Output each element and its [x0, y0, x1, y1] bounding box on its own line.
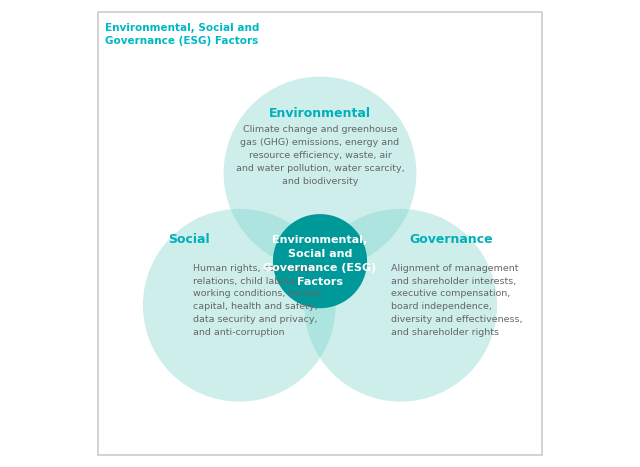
Circle shape — [273, 214, 367, 308]
Text: Climate change and greenhouse
gas (GHG) emissions, energy and
resource efficienc: Climate change and greenhouse gas (GHG) … — [236, 126, 404, 186]
Text: Environmental, Social and
Governance (ESG) Factors: Environmental, Social and Governance (ES… — [105, 23, 259, 46]
Circle shape — [223, 77, 417, 269]
Text: Social: Social — [168, 233, 210, 246]
Text: Environmental: Environmental — [269, 107, 371, 120]
Text: Governance: Governance — [409, 233, 493, 246]
Text: Environmental,
Social and
Governance (ESG)
Factors: Environmental, Social and Governance (ES… — [264, 235, 376, 287]
Circle shape — [304, 209, 497, 402]
Text: Alignment of management
and shareholder interests,
executive compensation,
board: Alignment of management and shareholder … — [391, 264, 522, 337]
Text: Human rights, community
relations, child labour,
working conditions, human
capit: Human rights, community relations, child… — [193, 264, 321, 337]
Circle shape — [143, 209, 336, 402]
